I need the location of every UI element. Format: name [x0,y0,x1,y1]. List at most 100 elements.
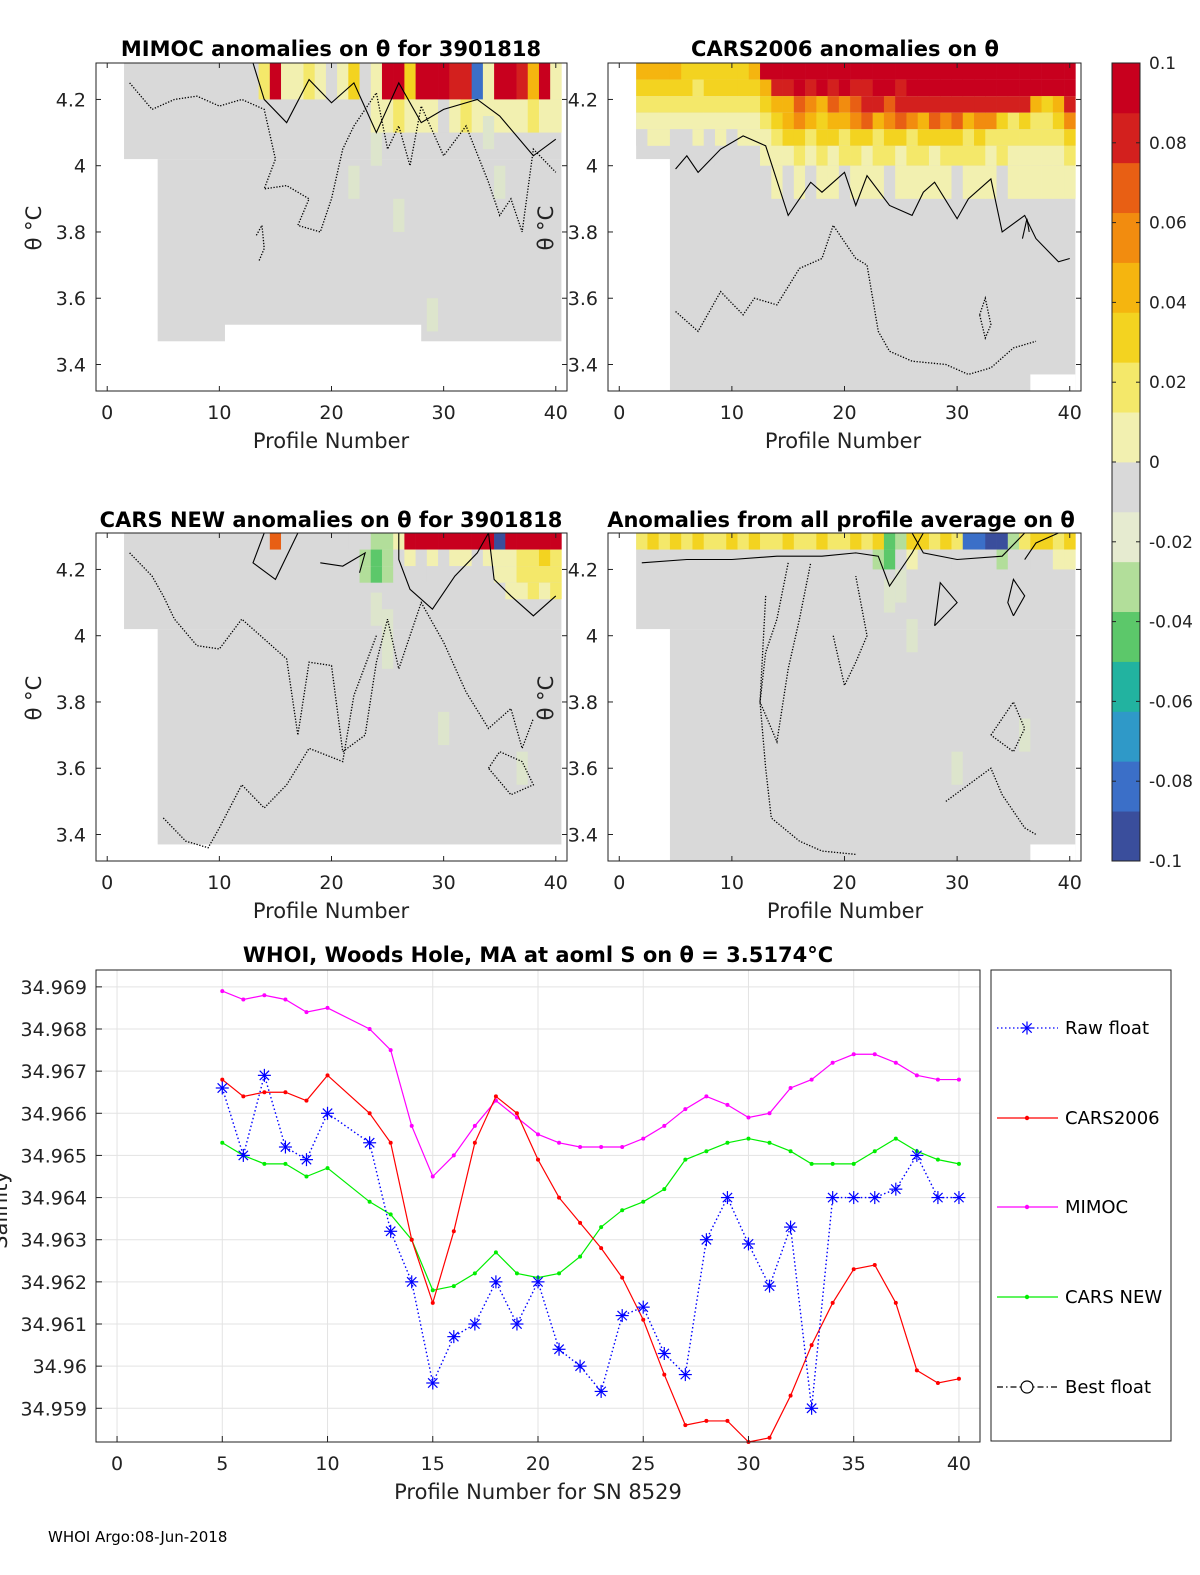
colorbar-segment [1112,362,1140,413]
panel-cars2006-ylabel: θ °C [534,206,558,251]
anomaly-cell [658,63,671,80]
y-tick-label: 34.961 [21,1314,87,1336]
anomaly-cell [883,579,896,613]
series-cars2006-point [641,1317,646,1322]
anomaly-cell [1030,533,1042,550]
series-mimoc-point [367,1027,372,1031]
anomaly-cell [460,63,472,100]
anomaly-cell [647,96,659,113]
series-raw-float-point [405,1275,419,1289]
series-raw-float-point [531,1275,545,1289]
anomaly-cell [906,549,919,570]
anomaly-cell [906,145,919,166]
anomaly-cell [895,549,907,570]
anomaly-cell [516,566,529,583]
series-mimoc-point [578,1145,583,1149]
anomaly-cell [793,145,806,166]
anomaly-cell [838,165,851,199]
y-tick-label: 3.8 [568,692,598,714]
series-cars-new-point [367,1199,372,1204]
anomaly-cell [1007,165,1020,199]
anomaly-cell [636,112,648,130]
anomaly-cell [1007,549,1020,570]
x-tick-label: 10 [207,872,231,894]
anomaly-cell [985,63,997,80]
colorbar-tick-label: -0.02 [1149,533,1193,553]
anomaly-cell [974,165,986,199]
anomaly-cell [281,63,293,100]
series-cars2006-point [914,1368,919,1373]
contour-solid [320,551,367,573]
anomaly-cell [974,63,986,80]
anomaly-cell [482,116,495,150]
legend-item-mimoc: MIMOC [997,1197,1128,1218]
anomaly-cell [816,145,828,166]
anomaly-cell [850,63,862,80]
anomaly-cell [996,129,1009,146]
contour-dotted [979,295,992,341]
series-raw-float-point [636,1300,650,1314]
anomaly-cell [1064,165,1076,199]
anomaly-cell [516,751,528,785]
anomaly-cell [782,96,795,113]
anomaly-cell [393,566,405,583]
y-tick-label: 4.2 [56,89,86,111]
anomaly-cell [805,63,817,80]
series-cars-new-point [262,1161,267,1166]
anomaly-cell [438,566,450,583]
colorbar-segment [1112,63,1140,114]
series-cars2006-point [304,1098,309,1103]
y-tick-label: 3.8 [56,692,86,714]
series-mimoc-point [893,1060,898,1065]
y-tick-label: 4 [586,156,598,178]
series-cars-new-point [220,1140,225,1145]
x-tick-label: 35 [842,1453,866,1475]
anomaly-cell [404,533,416,550]
anomaly-cell [438,533,450,550]
anomaly-cell [962,129,975,146]
anomaly-cell [883,112,896,130]
colorbar-segment [1112,312,1140,363]
anomaly-cell [669,96,682,113]
anomaly-cell [538,549,551,567]
anomaly-cell [782,165,795,199]
anomaly-cell [415,63,428,100]
y-tick-label: 3.6 [56,758,86,780]
anomaly-cell [550,63,562,100]
colorbar-tick-label: 0.06 [1149,214,1187,234]
panel-all-profile-title: Anomalies from all profile average on θ [607,508,1075,532]
y-tick-label: 34.962 [21,1272,87,1294]
anomaly-cell [714,96,727,113]
anomaly-cell [1030,79,1042,97]
panel-mimoc-gap [224,324,422,391]
series-mimoc-point [725,1102,730,1107]
y-tick-label: 4.2 [56,559,86,581]
anomaly-cell [838,533,851,550]
series-raw-float-point [321,1106,335,1120]
anomaly-cell [703,112,716,130]
anomaly-cell [985,145,997,166]
anomaly-cell [962,63,975,80]
anomaly-cell [928,96,941,113]
salinity-chart-ylabel: Salinity [0,1171,12,1249]
contour-dotted [675,223,1037,376]
contour-dotted [162,635,377,849]
legend-label: MIMOC [1065,1197,1128,1218]
anomaly-cell [404,549,416,567]
anomaly-cell [404,566,416,583]
anomaly-cell [494,63,506,100]
series-cars2006-point [851,1267,856,1272]
anomaly-cell [906,63,919,80]
anomaly-cell [726,145,738,166]
anomaly-cell [669,145,682,166]
contour-dotted [129,552,534,753]
contour-solid [911,533,1026,561]
anomaly-cell [974,129,986,146]
x-tick-label: 10 [720,402,744,424]
anomaly-cell [883,145,896,166]
series-raw-float-point [552,1342,566,1356]
x-tick-label: 10 [315,1453,339,1475]
series-cars-new-point [767,1140,772,1145]
panel-all-profile-ylabel: θ °C [534,676,558,721]
anomaly-cell [951,751,963,785]
